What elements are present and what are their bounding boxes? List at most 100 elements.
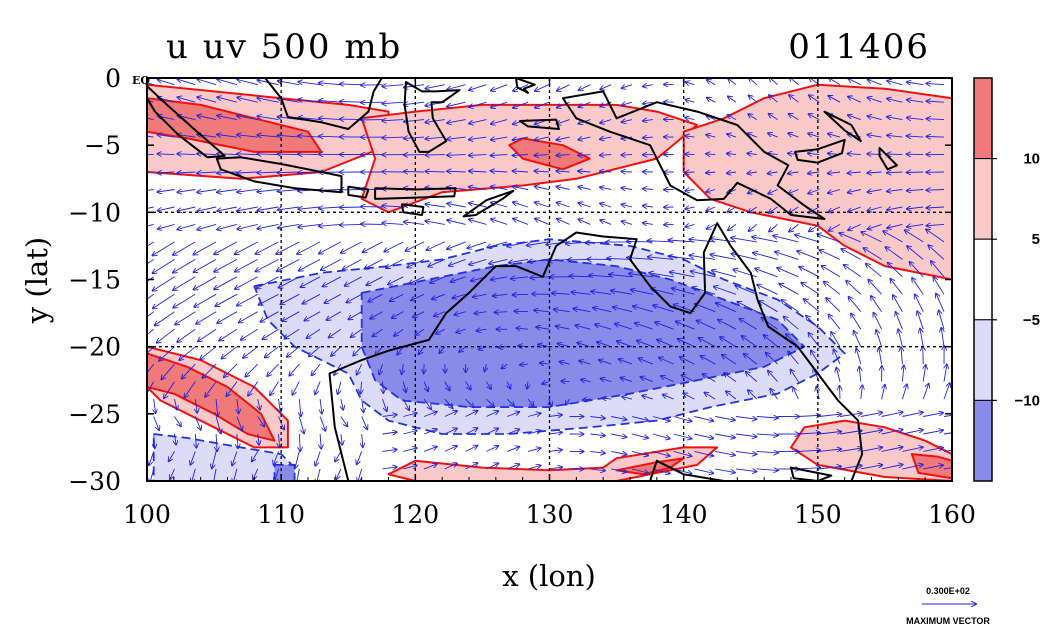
wind-vector-223 bbox=[727, 172, 737, 173]
wind-vector-499 bbox=[779, 284, 799, 295]
wind-vector-27 bbox=[707, 80, 716, 86]
wind-vector-558 bbox=[394, 328, 404, 336]
wind-vector-674 bbox=[383, 381, 384, 393]
wind-vector-766 bbox=[673, 416, 692, 422]
wind-vector-600 bbox=[459, 346, 466, 352]
wind-vector-520 bbox=[413, 311, 425, 318]
wind-vector-339 bbox=[707, 224, 716, 229]
wind-vector-673 bbox=[361, 381, 362, 394]
wind-vector-10 bbox=[340, 84, 362, 85]
wind-vector-683 bbox=[561, 381, 570, 382]
wind-vector-171 bbox=[447, 155, 466, 156]
wind-vector-744 bbox=[215, 416, 221, 434]
wind-vector-417 bbox=[690, 255, 716, 260]
wind-vector-498 bbox=[757, 285, 778, 295]
wind-vector-653 bbox=[744, 354, 758, 365]
wind-vector-775 bbox=[860, 412, 883, 417]
wind-vector-735 bbox=[840, 386, 841, 400]
wind-vector-43 bbox=[217, 97, 238, 103]
wind-vector-841 bbox=[611, 450, 626, 454]
wind-vector-65 bbox=[685, 100, 695, 103]
wind-vector-451 bbox=[589, 275, 612, 277]
wind-vector-856 bbox=[923, 448, 943, 452]
wind-vector-519 bbox=[392, 311, 404, 318]
wind-vector-852 bbox=[839, 448, 862, 452]
wind-vector-107 bbox=[748, 114, 758, 120]
wind-vector-322 bbox=[340, 224, 362, 225]
wind-vector-112 bbox=[848, 115, 861, 121]
wind-vector-742 bbox=[174, 416, 182, 427]
wind-vector-768 bbox=[715, 416, 735, 421]
wind-vector-436 bbox=[279, 276, 300, 288]
wind-vector-516 bbox=[326, 311, 342, 320]
wind-vector-334 bbox=[600, 220, 612, 225]
wind-vector-75 bbox=[887, 99, 903, 103]
x-tick-label-100: 100 bbox=[123, 500, 171, 529]
wind-vector-336 bbox=[643, 223, 653, 225]
wind-vector-446 bbox=[491, 277, 508, 280]
wind-vector-550 bbox=[219, 328, 238, 340]
wind-vector-419 bbox=[731, 254, 757, 260]
wind-vector-859 bbox=[170, 468, 175, 479]
wind-vector-71 bbox=[809, 95, 820, 103]
wind-vector-441 bbox=[388, 276, 404, 285]
wind-vector-797 bbox=[507, 429, 519, 435]
wind-vector-327 bbox=[447, 220, 466, 225]
wind-vector-576 bbox=[761, 318, 778, 330]
wind-vector-844 bbox=[673, 450, 692, 456]
wind-vector-389 bbox=[926, 229, 945, 243]
x-axis-ticks: 100 110 120 130 140 150 160 bbox=[123, 78, 976, 529]
wind-vector-702 bbox=[154, 399, 156, 413]
wind-vector-659 bbox=[879, 348, 882, 365]
wind-vector-691 bbox=[724, 373, 737, 382]
wind-vector-869 bbox=[382, 467, 397, 469]
wind-vector-394 bbox=[214, 259, 238, 271]
wind-vector-682 bbox=[542, 382, 549, 385]
y-tick-label-30: −30 bbox=[68, 467, 121, 496]
wind-vector-812 bbox=[819, 432, 841, 435]
wind-vector-718 bbox=[486, 398, 494, 407]
wind-vector-739 bbox=[922, 384, 929, 400]
wind-vector-838 bbox=[548, 450, 562, 452]
wind-vector-134 bbox=[491, 137, 508, 140]
wind-vector-388 bbox=[905, 230, 924, 243]
wind-vector-21 bbox=[579, 84, 591, 91]
wind-vector-857 bbox=[943, 449, 952, 452]
wind-vector-515 bbox=[304, 311, 321, 321]
wind-vector-612 bbox=[699, 338, 716, 348]
wind-vector-831 bbox=[403, 448, 417, 452]
wind-vector-481 bbox=[411, 293, 425, 300]
wind-vector-430 bbox=[153, 276, 175, 291]
wind-vector-392 bbox=[173, 259, 196, 272]
y-tick-label-10: −10 bbox=[68, 198, 121, 227]
wind-vector-201 bbox=[257, 172, 279, 173]
wind-vector-147 bbox=[768, 133, 778, 138]
wind-vector-117 bbox=[147, 135, 154, 138]
wind-vector-230 bbox=[867, 172, 882, 173]
negative-contour-region-14 bbox=[273, 464, 296, 481]
wind-vector-685 bbox=[601, 379, 612, 382]
wind-vector-469 bbox=[153, 293, 175, 308]
wind-vector-580 bbox=[851, 314, 862, 330]
wind-vector-688 bbox=[661, 376, 674, 383]
wind-vector-267 bbox=[828, 189, 841, 194]
coastline-borneo bbox=[264, 78, 383, 130]
wind-vector-636 bbox=[402, 364, 404, 374]
x-tick-label-140: 140 bbox=[660, 500, 708, 529]
wind-vector-253 bbox=[535, 186, 549, 190]
wind-vector-665 bbox=[184, 381, 196, 398]
wind-vector-528 bbox=[573, 309, 591, 313]
wind-vector-292 bbox=[535, 202, 549, 208]
wind-vector-527 bbox=[554, 309, 570, 311]
wind-vector-753 bbox=[403, 413, 417, 417]
wind-vector-459 bbox=[755, 269, 778, 278]
wind-vector-211 bbox=[469, 171, 487, 172]
wind-vector-145 bbox=[727, 134, 737, 137]
wind-vector-564 bbox=[516, 328, 529, 329]
wind-vector-525 bbox=[514, 311, 529, 312]
wind-vector-880 bbox=[611, 468, 626, 472]
wind-vector-651 bbox=[701, 356, 716, 365]
wind-vector-56 bbox=[491, 101, 508, 107]
wind-vector-45 bbox=[257, 98, 279, 103]
wind-vector-874 bbox=[486, 463, 498, 470]
